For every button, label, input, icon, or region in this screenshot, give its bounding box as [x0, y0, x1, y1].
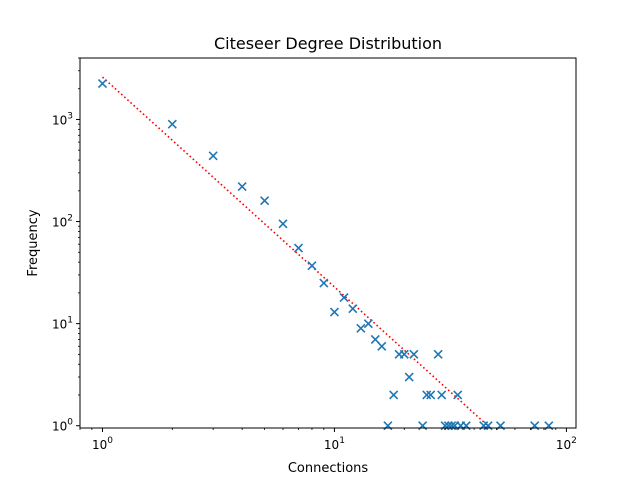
data-point [293, 243, 304, 253]
data-point [329, 307, 340, 317]
data-point [399, 349, 409, 359]
data-point [422, 390, 432, 400]
data-point [348, 304, 358, 314]
data-point [530, 421, 540, 431]
y-tick-label: 101 [52, 316, 73, 332]
data-point [433, 349, 443, 359]
data-point [461, 421, 471, 431]
data-point [260, 196, 270, 206]
plot-frame [79, 57, 577, 429]
data-point [404, 372, 414, 382]
data-point [208, 151, 218, 161]
data-point [437, 390, 447, 400]
data-point [339, 293, 349, 303]
data-point [377, 341, 387, 351]
data-point [167, 119, 177, 129]
y-axis-ticks: 100 101 102 103 [52, 57, 80, 434]
x-axis-label: Connections [288, 461, 369, 476]
data-point [483, 421, 493, 431]
data-point [495, 421, 506, 431]
data-point [97, 78, 108, 89]
data-point [356, 323, 366, 333]
x-tick-label: 101 [324, 436, 345, 452]
y-tick-label: 100 [52, 418, 73, 434]
data-point [453, 390, 463, 400]
data-point [237, 182, 247, 192]
x-tick-label: 100 [92, 436, 113, 452]
data-point [278, 219, 288, 229]
data-point [544, 421, 554, 431]
data-point [409, 349, 419, 359]
data-point [389, 390, 399, 400]
data-point [307, 261, 317, 271]
fit-line [101, 76, 491, 429]
data-point [363, 319, 373, 329]
y-tick-label: 103 [52, 111, 73, 127]
data-point [383, 421, 393, 431]
y-axis-label: Frequency [26, 209, 41, 276]
data-point [426, 390, 436, 400]
data-point [370, 334, 380, 345]
data-point [418, 421, 428, 431]
plot-content [97, 76, 554, 431]
x-tick-label: 102 [556, 436, 577, 452]
data-point [319, 278, 329, 288]
y-tick-label: 102 [52, 214, 73, 230]
chart-title: Citeseer Degree Distribution [214, 34, 442, 53]
x-axis-ticks: 100 101 102 [79, 428, 577, 452]
